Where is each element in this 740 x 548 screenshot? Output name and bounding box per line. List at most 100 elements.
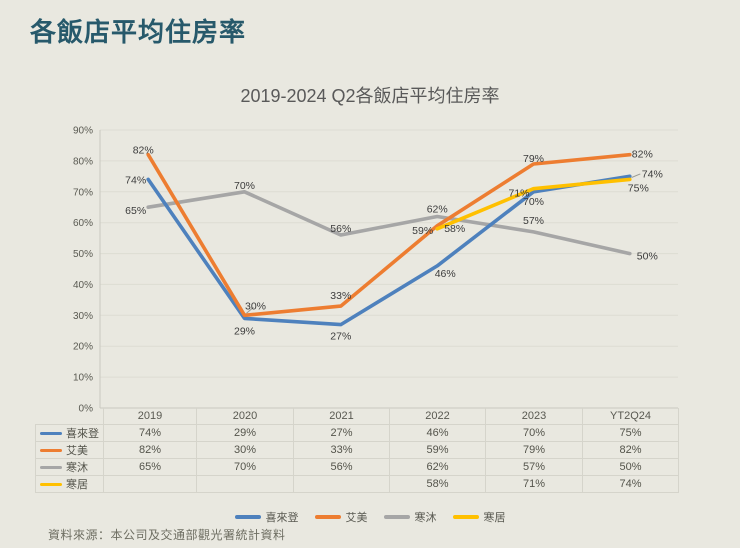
data-label: 74% <box>125 174 146 186</box>
table-value-cell: 65% <box>103 458 197 476</box>
y-axis-tick-label: 20% <box>73 342 93 353</box>
table-column-header: 2022 <box>389 408 486 425</box>
y-axis-tick-label: 90% <box>73 126 93 137</box>
table-value-cell: 70% <box>196 458 294 476</box>
legend-label: 艾美 <box>345 512 368 524</box>
table-row: 寒居 58% 71% 74% <box>35 475 679 493</box>
label-leader-line <box>631 173 641 178</box>
data-label: 71% <box>508 188 529 200</box>
y-axis-tick-label: 60% <box>73 218 93 229</box>
table-value-cell: 59% <box>389 441 486 459</box>
series-name-label: 寒沐 <box>66 462 88 474</box>
y-axis-tick-label: 40% <box>73 280 93 291</box>
table-value-cell: 62% <box>389 458 486 476</box>
y-axis-tick-label: 70% <box>73 187 93 198</box>
table-column-header: 2020 <box>196 408 294 425</box>
series-name-cell: 寒沐 <box>35 458 104 476</box>
data-label: 65% <box>125 205 146 217</box>
table-corner-cell <box>35 408 104 425</box>
source-note: 資料來源：本公司及交通部觀光署統計資料 <box>48 528 286 542</box>
y-axis-tick-label: 80% <box>73 156 93 167</box>
legend-item: 寒居 <box>452 509 506 525</box>
data-label: 27% <box>330 331 351 343</box>
chart-title: 2019-2024 Q2各飯店平均住房率 <box>240 86 500 106</box>
data-label: 30% <box>245 300 266 312</box>
series-name-label: 寒居 <box>66 479 88 491</box>
legend-label: 寒居 <box>483 512 506 524</box>
chart-data-table: 2019 2020 2021 2022 2023 YT2Q24 喜來登 74% 29% 27% 4… <box>35 408 679 493</box>
data-label: 79% <box>523 153 544 165</box>
table-value-cell: 82% <box>582 441 679 459</box>
series-line-0 <box>146 174 632 327</box>
table-value-cell: 57% <box>485 458 583 476</box>
data-label: 59% <box>412 225 433 237</box>
series-name-label: 喜來登 <box>66 428 99 440</box>
label-leader-line <box>246 306 254 314</box>
table-value-cell: 56% <box>293 458 390 476</box>
data-label: 82% <box>133 145 154 157</box>
data-label: 29% <box>234 325 255 337</box>
table-value-cell: 29% <box>196 424 294 442</box>
legend-label: 喜來登 <box>265 512 299 524</box>
table-value-cell: 30% <box>196 441 294 459</box>
data-label: 70% <box>523 196 544 208</box>
series-line-swatch-icon <box>40 482 62 486</box>
legend-line-swatch-icon <box>383 515 410 519</box>
data-label: 57% <box>523 215 544 227</box>
legend-label: 寒沐 <box>414 512 437 524</box>
chart-legend: 喜來登 艾美 寒沐 寒居 <box>0 509 740 525</box>
data-label: 74% <box>642 168 663 180</box>
legend-line-swatch-icon <box>234 515 261 519</box>
table-value-cell: 71% <box>485 475 583 493</box>
series-line-3 <box>435 177 632 231</box>
legend-item: 寒沐 <box>383 509 437 525</box>
series-name-label: 艾美 <box>66 445 88 457</box>
table-header-row: 2019 2020 2021 2022 2023 YT2Q24 <box>35 408 679 425</box>
series-name-cell: 艾美 <box>35 441 104 459</box>
table-value-cell: 58% <box>389 475 486 493</box>
legend-item: 艾美 <box>314 509 368 525</box>
data-label: 82% <box>632 149 653 161</box>
table-header-row: 2019 2020 2021 2022 2023 YT2Q24 <box>35 408 679 425</box>
data-label: 56% <box>330 223 351 235</box>
y-axis-tick-label: 10% <box>73 373 93 384</box>
legend-line-swatch-icon <box>314 515 341 519</box>
table-value-cell <box>103 475 197 493</box>
table-body: 喜來登 74% 29% 27% 46% 70% 75% 艾美 82% 30% 33% 59% 79% 82… <box>35 424 679 493</box>
data-label: 75% <box>628 182 649 194</box>
table-column-header: 2021 <box>293 408 390 425</box>
table-value-cell: 46% <box>389 424 486 442</box>
series-name-cell: 寒居 <box>35 475 104 493</box>
table-value-cell <box>293 475 390 493</box>
data-label: 62% <box>427 204 448 216</box>
table-row: 艾美 82% 30% 33% 59% 79% 82% <box>35 441 679 459</box>
table-column-header: YT2Q24 <box>582 408 679 425</box>
data-label: 33% <box>330 290 351 302</box>
table-column-header: 2023 <box>485 408 583 425</box>
table-row: 寒沐 65% 70% 56% 62% 57% 50% <box>35 458 679 476</box>
table-value-cell: 79% <box>485 441 583 459</box>
data-label: 50% <box>637 251 658 263</box>
series-line-swatch-icon <box>40 465 62 469</box>
table-value-cell: 33% <box>293 441 390 459</box>
legend-line-swatch-icon <box>452 515 479 519</box>
table-value-cell <box>196 475 294 493</box>
table-value-cell: 74% <box>103 424 197 442</box>
table-value-cell: 75% <box>582 424 679 442</box>
y-axis-tick-label: 50% <box>73 249 93 260</box>
data-label: 46% <box>435 268 456 280</box>
table-value-cell: 82% <box>103 441 197 459</box>
table-column-header: 2019 <box>103 408 197 425</box>
data-label: 58% <box>444 223 465 235</box>
series-line-1 <box>146 152 632 318</box>
table-value-cell: 50% <box>582 458 679 476</box>
data-label: 70% <box>234 180 255 192</box>
table-row: 喜來登 74% 29% 27% 46% 70% 75% <box>35 424 679 442</box>
series-line-2 <box>146 190 632 256</box>
series-line-swatch-icon <box>40 431 62 435</box>
page-title: 各飯店平均住房率 <box>30 17 247 47</box>
series-line-swatch-icon <box>40 448 62 452</box>
y-axis-tick-label: 30% <box>73 311 93 322</box>
table-value-cell: 74% <box>582 475 679 493</box>
legend-item: 喜來登 <box>234 509 299 525</box>
